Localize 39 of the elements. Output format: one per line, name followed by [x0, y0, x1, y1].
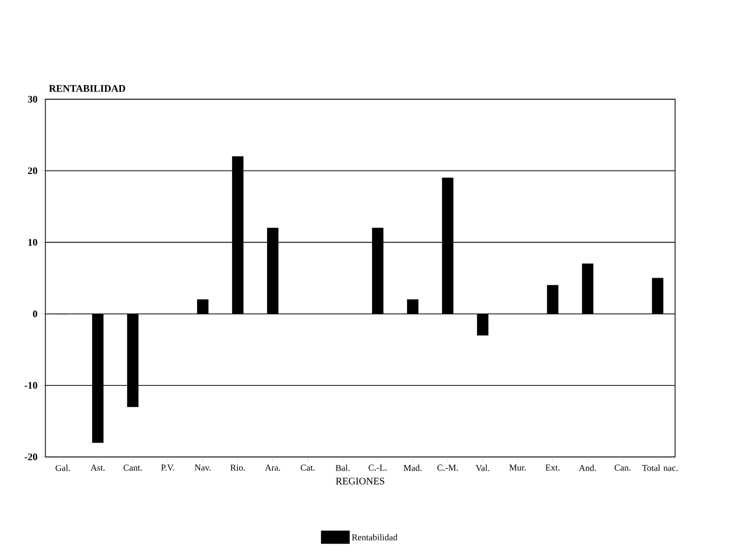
bar	[546, 285, 558, 314]
x-tick-label: Gal.	[56, 464, 70, 472]
x-tick-label: Val.	[476, 464, 490, 472]
x-tick-label: Cat.	[300, 464, 315, 471]
x-tick-label: Cant.	[124, 464, 142, 471]
bar	[372, 228, 384, 314]
y-tick-label: 0	[32, 310, 38, 318]
y-tick-label: -20	[24, 454, 38, 460]
x-tick-label: Ext.	[546, 464, 560, 471]
x-tick-label: P.V.	[161, 464, 174, 471]
x-tick-label: Ara.	[265, 464, 280, 471]
bar	[267, 228, 278, 314]
x-tick-label: Bal.	[336, 464, 350, 472]
x-tick-label: Ast.	[90, 464, 105, 471]
bar	[92, 314, 104, 443]
bar	[477, 314, 488, 336]
x-tick-label: Rio.	[230, 464, 245, 471]
y-tick-label: 10	[28, 238, 38, 246]
x-tick-label: Total nac.	[642, 464, 678, 472]
bar	[442, 178, 454, 314]
y-tick-label: 30	[28, 96, 38, 103]
bar	[582, 264, 594, 314]
bar	[232, 156, 244, 314]
bar	[407, 299, 418, 314]
bar	[652, 278, 664, 314]
x-tick-label: Mad.	[404, 464, 422, 472]
x-tick-label: Can.	[614, 464, 630, 471]
legend-label: Rentabilidad	[352, 534, 398, 540]
x-tick-label: C.-L.	[368, 464, 387, 471]
x-axis-title: REGIONES	[336, 478, 384, 484]
x-tick-label: And.	[578, 464, 596, 472]
bar	[127, 314, 138, 408]
bar	[197, 299, 208, 314]
x-tick-label: Nav.	[194, 464, 211, 471]
y-tick-label: -10	[24, 382, 38, 389]
x-tick-label: C.-M.	[437, 464, 458, 471]
y-tick-label: 20	[28, 167, 38, 174]
y-axis-title: RENTABILIDAD	[49, 85, 126, 92]
x-tick-label: Mur.	[509, 464, 526, 471]
